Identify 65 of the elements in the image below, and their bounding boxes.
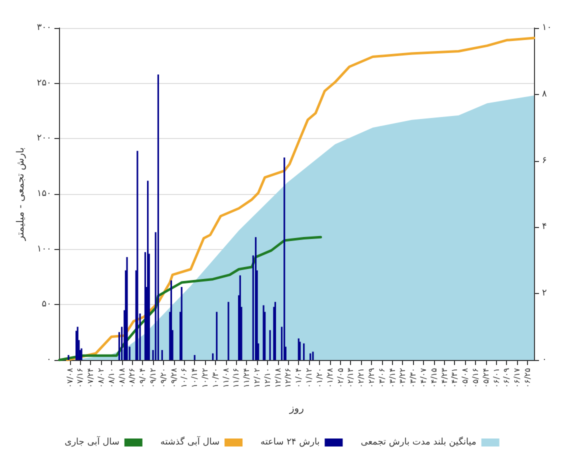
y-tick-label: ۰ bbox=[46, 355, 52, 365]
x-tick-label: ۰۸/۲۶ bbox=[128, 368, 137, 388]
x-tick-label: ۰۹/۲۸ bbox=[169, 367, 178, 388]
x-tick-label: ۱۰/۱۴ bbox=[190, 368, 200, 388]
x-tick-label: ۰۵/۰۸ bbox=[460, 367, 470, 388]
x-tick-label: ۰۴/۰۷ bbox=[418, 367, 428, 388]
x-tick-label: ۰۸/۱۸ bbox=[117, 367, 126, 388]
x-tick-label: ۰۷/۰۸ bbox=[65, 367, 74, 388]
x-tick-label: ۱۲/۱۸ bbox=[273, 367, 282, 388]
legend-label: بارش ۲۴ ساعته bbox=[260, 438, 320, 448]
y2-tick-label: ۴ bbox=[542, 222, 547, 232]
y-tick-label: ۲۰۰ bbox=[36, 134, 52, 144]
y-tick-label: ۵۰ bbox=[42, 300, 52, 310]
x-tick-label: ۱۲/۱۰ bbox=[262, 368, 272, 388]
x-tick-label: ۰۱/۱۲ bbox=[304, 368, 314, 388]
x-tick-label: ۰۳/۲۲ bbox=[398, 368, 408, 388]
x-tick-label: ۰۹/۰۴ bbox=[138, 368, 148, 388]
x-tick-label: ۰۲/۱۳ bbox=[346, 367, 356, 388]
y-tick-label: ۳۰۰ bbox=[36, 23, 52, 33]
y-tick-label: ۱۰۰ bbox=[36, 244, 52, 254]
legend-label: سال آبی جاری bbox=[64, 436, 120, 448]
x-tick-label: ۰۴/۳۱ bbox=[450, 368, 460, 388]
x-tick-label: ۰۹/۲۰ bbox=[158, 368, 168, 388]
legend-label: سال آبی گذشته bbox=[160, 436, 220, 448]
x-tick-label: ۰۶/۱۷ bbox=[512, 367, 522, 388]
x-tick-label: ۰۵/۱۶ bbox=[470, 368, 480, 388]
x-tick-label: ۰۶/۲۵ bbox=[523, 368, 532, 388]
x-tick-label: ۰۷/۲۴ bbox=[86, 368, 96, 388]
x-tick-label: ۰۳/۰۶ bbox=[377, 368, 386, 388]
y-tick-label: ۱۵۰ bbox=[36, 189, 52, 199]
y2-tick-label: ۲ bbox=[542, 288, 547, 299]
x-tick-label: ۱۰/۳۰ bbox=[210, 368, 220, 388]
x-tick-label: ۱۱/۲۴ bbox=[242, 368, 252, 388]
y-tick-label: ۲۵۰ bbox=[36, 78, 52, 88]
line-series bbox=[66, 36, 536, 362]
x-tick-label: ۱۲/۰۲ bbox=[252, 368, 262, 388]
x-tick-label: ۰۲/۲۹ bbox=[366, 368, 376, 388]
y2-tick-label: ۱۰ bbox=[542, 23, 552, 33]
y2-tick-label: ۰ bbox=[542, 355, 547, 365]
x-tick-label: ۰۷/۱۶ bbox=[76, 368, 85, 388]
x-tick-label: ۱۰/۰۶ bbox=[180, 368, 189, 388]
x-tick-label: ۰۲/۰۵ bbox=[336, 368, 345, 388]
x-tick-label: ۰۱/۲۰ bbox=[314, 368, 324, 388]
x-tick-label: ۰۸/۰۲ bbox=[96, 368, 106, 388]
y-axis-title: بارش تجمعی - میلیمتر bbox=[16, 147, 26, 242]
x-tick-label: ۰۴/۱۵ bbox=[429, 368, 438, 388]
x-tick-label: ۰۵/۲۴ bbox=[481, 368, 490, 388]
x-axis-title: روز bbox=[288, 404, 304, 414]
x-tick-label: ۰۱/۰۴ bbox=[294, 368, 304, 388]
x-tick-label: ۱۲/۲۶ bbox=[284, 368, 293, 388]
x-tick-label: ۰۲/۲۱ bbox=[356, 368, 366, 388]
x-tick-label: ۱۱/۰۸ bbox=[221, 367, 230, 388]
x-tick-label: ۰۱/۲۸ bbox=[325, 367, 334, 388]
x-tick-label: ۰۳/۳۰ bbox=[408, 368, 418, 388]
legend-label: میانگین بلند مدت بارش تجمعی bbox=[360, 436, 477, 448]
y2-tick-label: ۶ bbox=[542, 156, 547, 166]
x-tick-label: ۱۰/۲۲ bbox=[200, 368, 210, 388]
x-tick-label: ۰۸/۱۰ bbox=[106, 368, 116, 388]
x-tick-label: ۰۹/۱۲ bbox=[148, 368, 158, 388]
x-tick-label: ۱۱/۱۶ bbox=[232, 368, 241, 388]
x-tick-label: ۰۶/۰۱ bbox=[492, 368, 501, 388]
x-tick-label: ۰۴/۲۳ bbox=[440, 367, 449, 388]
x-tick-label: ۰۳/۱۴ bbox=[388, 368, 397, 388]
y2-tick-label: ۸ bbox=[542, 89, 547, 100]
x-tick-label: ۰۶/۰۹ bbox=[502, 368, 512, 388]
